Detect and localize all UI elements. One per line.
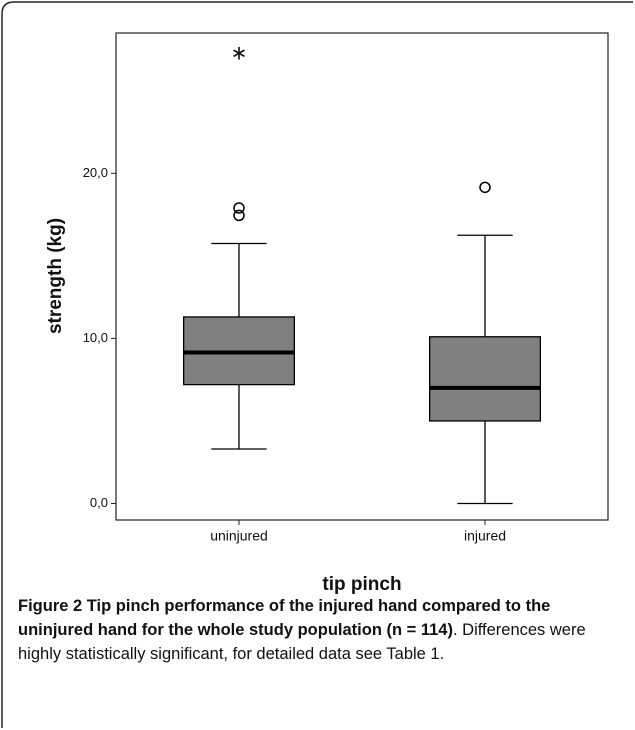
- y-tick-label: 10,0: [83, 330, 108, 345]
- extreme: ∗: [231, 42, 248, 64]
- box: [428, 336, 541, 422]
- caption: Figure 2 Tip pinch performance of the in…: [18, 594, 618, 666]
- outlier: [233, 209, 245, 222]
- y-tick-label: 0,0: [90, 495, 108, 510]
- outlier: [479, 181, 491, 194]
- y-tick-label: 20,0: [83, 165, 108, 180]
- x-axis-label: tip pinch: [322, 574, 401, 595]
- caption-bold: Figure 2 Tip pinch performance of the in…: [18, 597, 551, 639]
- caption-text: . Differences were highly statistically …: [18, 621, 586, 663]
- x-tick-label: uninjured: [210, 528, 268, 544]
- outlier: [233, 202, 245, 214]
- plot-frame: [115, 32, 609, 521]
- x-tick-label: injured: [464, 528, 506, 544]
- y-axis-label: strength (kg): [45, 218, 66, 334]
